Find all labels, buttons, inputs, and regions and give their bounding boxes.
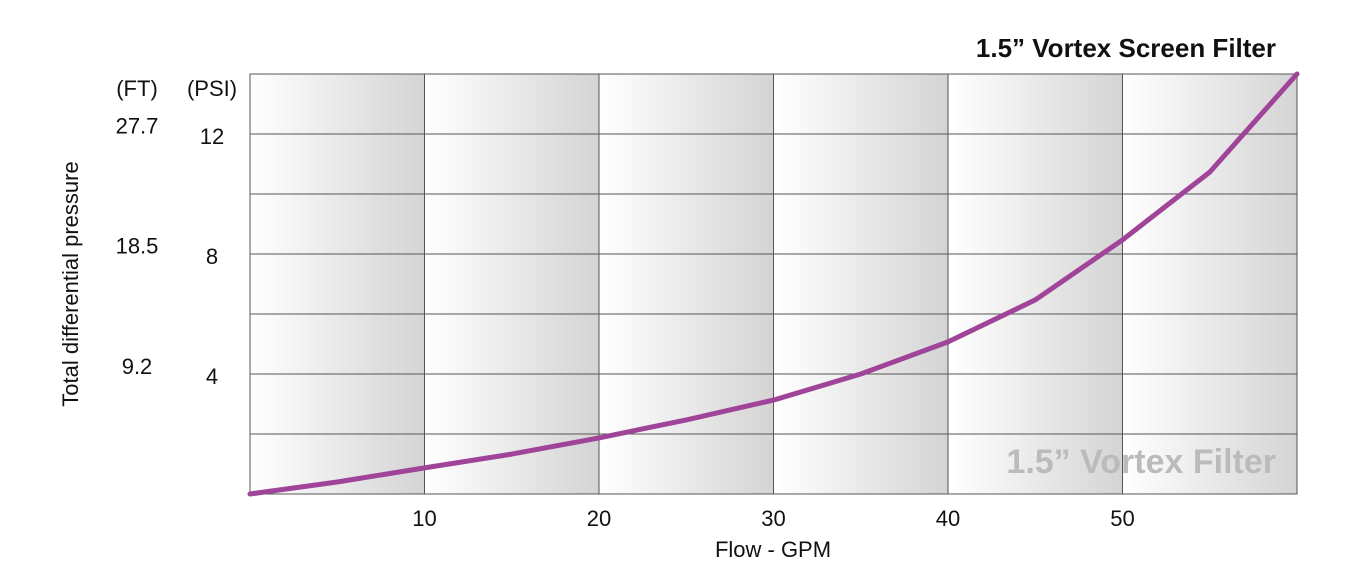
x-tick-label: 40	[936, 506, 960, 531]
y2-tick-label: 9.2	[122, 354, 153, 379]
y-unit: (PSI)	[187, 76, 237, 101]
plot-cell	[250, 74, 425, 494]
watermark: 1.5” Vortex Filter	[1006, 443, 1276, 481]
x-tick-label: 30	[761, 506, 785, 531]
x-tick-label: 10	[412, 506, 436, 531]
plot-cell	[424, 74, 599, 494]
plot-cell	[1122, 74, 1297, 494]
y2-tick-label: 18.5	[116, 233, 159, 258]
plot-cell	[948, 74, 1123, 494]
x-tick-label: 50	[1110, 506, 1134, 531]
x-axis-label: Flow - GPM	[715, 537, 831, 562]
plot-cell	[773, 74, 948, 494]
x-tick-label: 20	[587, 506, 611, 531]
plot-cell	[599, 74, 774, 494]
y-tick-label: 4	[206, 364, 218, 389]
y2-unit: (FT)	[116, 76, 158, 101]
chart-title: 1.5” Vortex Screen Filter	[976, 33, 1276, 63]
y-tick-label: 12	[200, 124, 224, 149]
y2-tick-label: 27.7	[116, 114, 159, 139]
data-line	[247, 71, 1300, 497]
y-tick-label: 8	[206, 244, 218, 269]
y-axis-label: Total differential pressure	[58, 161, 83, 406]
